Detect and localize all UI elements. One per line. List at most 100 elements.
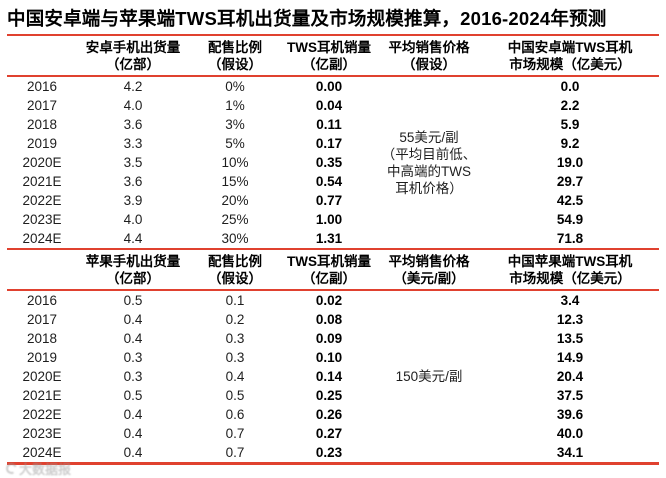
header-line: 平均销售价格 <box>388 254 470 269</box>
ratio-cell: 0.7 <box>225 445 245 460</box>
header-line: TWS耳机销量 <box>287 254 371 269</box>
shipments-cell: 0.4 <box>123 426 143 441</box>
year-cell: 2019 <box>26 350 58 365</box>
ratio-cell: 5% <box>225 136 245 151</box>
header-line: 安卓手机出货量 <box>85 40 181 55</box>
ratio-cell: 10% <box>221 155 249 170</box>
sales-cell: 0.00 <box>315 79 343 94</box>
market-cell: 0.0 <box>560 79 580 94</box>
shipments-cell: 4.0 <box>123 98 143 113</box>
year-column-header <box>7 35 77 76</box>
ratio-cell: 0.3 <box>225 350 245 365</box>
sales-cell: 0.17 <box>315 136 343 151</box>
shipments-cell: 3.6 <box>123 117 143 132</box>
ratio-cell: 0.3 <box>225 331 245 346</box>
year-cell: 2024E <box>22 445 62 460</box>
market-cell: 29.7 <box>556 174 584 189</box>
watermark: 大数据报 <box>4 459 72 478</box>
price-column-header: 平均销售价格 （美元/副） <box>377 250 481 290</box>
header-line: （亿部） <box>106 271 160 286</box>
shipments-column-header: 安卓手机出货量 （亿部） <box>77 35 189 76</box>
market-cell: 71.8 <box>556 231 584 246</box>
shipments-cell: 3.9 <box>123 193 143 208</box>
market-cell: 9.2 <box>560 136 580 151</box>
watermark-text: 大数据报 <box>19 462 72 477</box>
sales-cell: 0.10 <box>315 350 343 365</box>
ratio-cell: 0% <box>225 79 245 94</box>
apple-table: 苹果手机出货量 （亿部） 配售比例 （假设） TWS耳机销量 （亿副） 平均销售… <box>7 250 659 465</box>
market-cell: 34.1 <box>556 445 584 460</box>
android-table-header: 安卓手机出货量 （亿部） 配售比例 （假设） TWS耳机销量 （亿副） 平均销售… <box>7 35 659 76</box>
table-row: 2016 0.5 0.1 0.02 150美元/副 3.4 <box>7 290 659 384</box>
market-cell: 14.9 <box>556 350 584 365</box>
market-cell: 42.5 <box>556 193 584 208</box>
market-column-header: 中国苹果端TWS耳机 市场规模（亿美元） <box>481 250 659 290</box>
shipments-cell: 0.5 <box>123 293 143 308</box>
price-column-header: 平均销售价格 （假设） <box>377 35 481 76</box>
sales-cell: 0.26 <box>315 407 343 422</box>
sales-cell: 0.08 <box>315 312 343 327</box>
market-cell: 20.4 <box>556 369 584 384</box>
market-cell: 5.9 <box>560 117 580 132</box>
ratio-cell: 0.2 <box>225 312 245 327</box>
table-row: 2018 3.6 3% 0.11 5.9 <box>7 115 659 134</box>
year-cell: 2017 <box>26 312 58 327</box>
shipments-cell: 4.0 <box>123 212 143 227</box>
year-cell: 2024E <box>22 231 62 246</box>
sales-column-header: TWS耳机销量 （亿副） <box>281 250 377 290</box>
year-cell: 2023E <box>22 426 62 441</box>
price-note-cell: 150美元/副 <box>377 290 481 464</box>
header-line: （亿部） <box>106 57 160 72</box>
sales-cell: 0.54 <box>315 174 343 189</box>
table-row: 2021E 0.5 0.5 0.25 37.5 <box>7 386 659 405</box>
ratio-column-header: 配售比例 （假设） <box>189 35 281 76</box>
year-cell: 2019 <box>26 136 58 151</box>
market-cell: 12.3 <box>556 312 584 327</box>
table-row: 2019 0.3 0.3 0.10 14.9 <box>7 348 659 367</box>
table-row: 2023E 0.4 0.7 0.27 40.0 <box>7 424 659 443</box>
ratio-cell: 0.6 <box>225 407 245 422</box>
sales-cell: 0.11 <box>316 117 342 132</box>
ratio-cell: 0.1 <box>225 293 245 308</box>
shipments-column-header: 苹果手机出货量 （亿部） <box>77 250 189 290</box>
price-note-line: 55美元/副 <box>399 129 459 145</box>
header-line: （假设） <box>208 271 262 286</box>
table-row: 2021E 3.6 15% 0.54 29.7 <box>7 172 659 191</box>
table-row: 2019 3.3 5% 0.17 9.2 <box>7 134 659 153</box>
shipments-cell: 0.5 <box>123 388 143 403</box>
ratio-cell: 0.5 <box>225 388 245 403</box>
year-cell: 2020E <box>22 155 62 170</box>
shipments-cell: 0.3 <box>123 369 143 384</box>
android-table-body: 2016 4.2 0% 0.00 55美元/副 （平均目前低、 中高端的TWS … <box>7 76 659 249</box>
table-row: 2023E 4.0 25% 1.00 54.9 <box>7 210 659 229</box>
market-cell: 54.9 <box>556 212 584 227</box>
header-line: 中国安卓端TWS耳机 <box>507 40 633 55</box>
header-line: （美元/副） <box>393 271 465 286</box>
header-line: 配售比例 <box>208 40 262 55</box>
market-cell: 39.6 <box>556 407 584 422</box>
ratio-cell: 0.7 <box>225 426 245 441</box>
sales-cell: 0.23 <box>315 445 343 460</box>
header-line: （假设） <box>402 57 456 72</box>
year-cell: 2016 <box>26 293 58 308</box>
apple-table-body: 2016 0.5 0.1 0.02 150美元/副 3.4 2017 0.4 0… <box>7 290 659 464</box>
sales-cell: 1.31 <box>315 231 343 246</box>
table-row: 2020E 3.5 10% 0.35 19.0 <box>7 153 659 172</box>
table-row: 2020E 0.3 0.4 0.14 20.4 <box>7 367 659 386</box>
android-table: 安卓手机出货量 （亿部） 配售比例 （假设） TWS耳机销量 （亿副） 平均销售… <box>7 34 659 250</box>
table-row: 2022E 0.4 0.6 0.26 39.6 <box>7 405 659 424</box>
market-cell: 2.2 <box>560 98 580 113</box>
shipments-cell: 4.2 <box>123 79 143 94</box>
sales-cell: 1.00 <box>315 212 343 227</box>
header-line: （亿副） <box>302 271 356 286</box>
ratio-cell: 3% <box>225 117 245 132</box>
year-cell: 2020E <box>22 369 62 384</box>
table-row: 2022E 3.9 20% 0.77 42.5 <box>7 191 659 210</box>
table-row: 2024E 0.4 0.7 0.23 34.1 <box>7 443 659 464</box>
watermark-logo-icon <box>4 461 19 476</box>
table-row: 2017 0.4 0.2 0.08 12.3 <box>7 310 659 329</box>
table-row: 2018 0.4 0.3 0.09 13.5 <box>7 329 659 348</box>
header-line: 市场规模（亿美元） <box>509 57 631 72</box>
ratio-cell: 25% <box>221 212 249 227</box>
